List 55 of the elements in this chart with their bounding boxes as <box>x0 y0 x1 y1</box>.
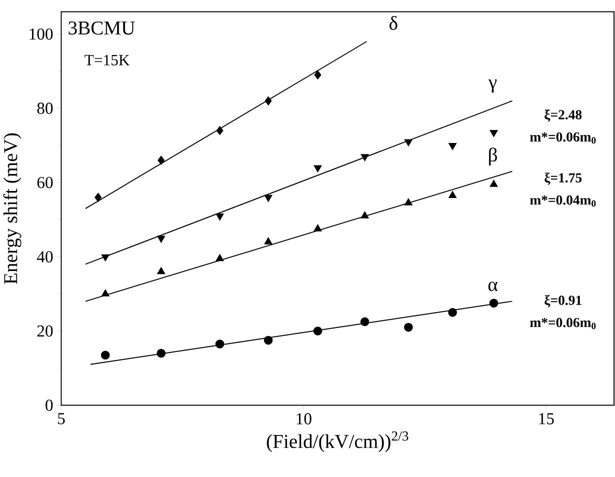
point <box>360 317 370 326</box>
point <box>404 322 413 332</box>
point <box>264 194 272 202</box>
point <box>490 180 498 187</box>
point <box>448 191 456 198</box>
point <box>314 165 322 172</box>
x-axis-title: (Field/(kV/cm))$^{2/3}$ <box>266 431 408 452</box>
point <box>490 130 498 137</box>
y-tick-label: 40 <box>36 251 53 262</box>
annotation: γ <box>488 79 497 93</box>
point <box>264 336 273 345</box>
annotation: ξ=2.48 <box>544 110 582 122</box>
y-tick-label: 80 <box>37 102 53 114</box>
point <box>216 213 224 220</box>
point <box>264 96 272 106</box>
point <box>448 308 457 317</box>
point <box>313 326 322 336</box>
x-tick-label: 10 <box>296 413 312 424</box>
point <box>360 154 369 161</box>
annotation: δ <box>390 16 398 30</box>
annotation: m*=0.06m$_{0}$ <box>530 132 596 144</box>
y-tick-label: 0 <box>46 400 53 411</box>
y-tick-label: 20 <box>37 325 53 337</box>
annotation: ξ=0.91 <box>544 295 582 308</box>
point <box>216 254 224 262</box>
text: T=15K <box>84 54 130 66</box>
y-tick-label: 100 <box>30 28 53 40</box>
x-tick-label: 15 <box>539 413 554 424</box>
point <box>94 192 102 202</box>
point <box>100 350 110 360</box>
chart-title: 3BCMU <box>68 21 135 35</box>
point <box>314 70 322 80</box>
point <box>448 142 456 150</box>
point <box>156 348 166 358</box>
point <box>360 212 369 218</box>
point <box>101 254 110 262</box>
point <box>215 340 224 348</box>
point <box>101 289 110 296</box>
point <box>216 126 224 135</box>
y-axis-title: Energy shift (meV) <box>3 133 22 284</box>
x-tick-label: 5 <box>58 413 65 424</box>
annotation: m*=0.06m$_{0}$ <box>530 318 596 330</box>
point <box>158 156 165 165</box>
point <box>157 267 166 274</box>
annotation: ξ=1.75 <box>544 172 582 185</box>
point <box>404 139 412 146</box>
point <box>314 224 322 232</box>
point <box>157 236 166 243</box>
point <box>264 237 272 244</box>
annotation: β <box>489 148 497 166</box>
y-tick-label: 60 <box>37 176 53 188</box>
point <box>489 298 498 308</box>
annotation: m*=0.04m$_{0}$ <box>530 195 596 207</box>
point <box>404 198 412 206</box>
annotation: α <box>488 282 498 292</box>
